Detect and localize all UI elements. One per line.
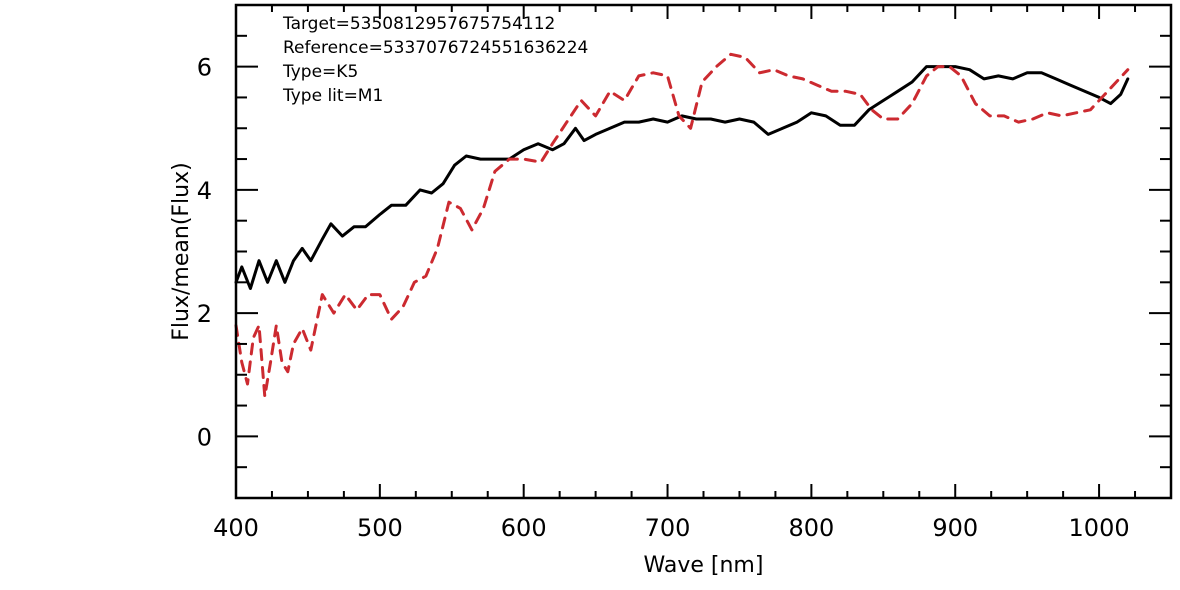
y-axis-label: Flux/mean(Flux) (169, 162, 194, 340)
annotation-line: Target=5350812957675754112 (282, 14, 555, 34)
series-layer (234, 52, 1130, 398)
annotation-line: Type=K5 (282, 62, 358, 82)
y-tick-label: 6 (197, 54, 212, 82)
y-axis: 0 2 4 6 (197, 4, 1171, 499)
x-tick-label: 400 (213, 514, 259, 542)
y-tick-label: 4 (197, 177, 212, 205)
x-tick-label: 1000 (1069, 514, 1130, 542)
x-axis: 400 500 600 700 800 900 1000 (213, 5, 1172, 542)
x-tick-label: 600 (501, 514, 547, 542)
series-line-2 (234, 52, 1130, 398)
annotation-line: Type lit=M1 (282, 86, 383, 106)
x-tick-label: 500 (357, 514, 403, 542)
x-axis-label: Wave [nm] (644, 553, 764, 578)
y-tick-label: 0 (197, 423, 212, 451)
annotation-block: Target=5350812957675754112 Reference=5337… (282, 14, 588, 106)
x-tick-label: 700 (645, 514, 691, 542)
x-tick-label: 900 (932, 514, 978, 542)
x-tick-label: 800 (788, 514, 834, 542)
series-line-1 (234, 65, 1130, 290)
annotation-line: Reference=5337076724551636224 (283, 38, 588, 58)
y-tick-label: 2 (197, 300, 212, 328)
